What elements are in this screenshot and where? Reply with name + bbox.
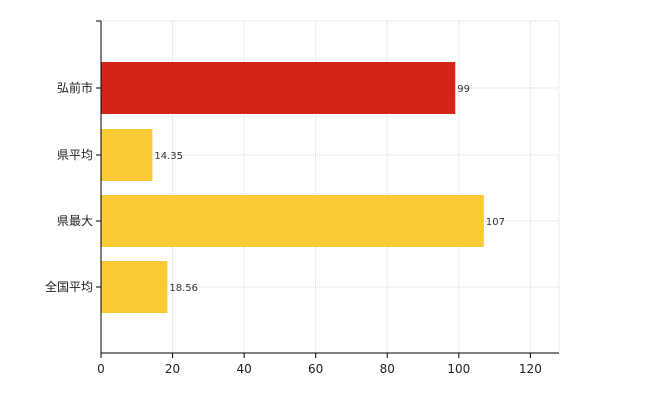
- category-label: 県最大: [57, 214, 93, 228]
- x-tick-label: 40: [236, 362, 251, 376]
- bar-3: [101, 195, 484, 247]
- data-label: 18.56: [169, 283, 198, 294]
- data-label: 99: [457, 84, 470, 95]
- data-label: 107: [486, 217, 505, 228]
- x-tick-label: 100: [447, 362, 470, 376]
- x-tick-label: 120: [519, 362, 542, 376]
- x-tick-label: 20: [165, 362, 180, 376]
- x-tick-label: 60: [308, 362, 323, 376]
- bar-4: [101, 261, 168, 313]
- bars: [101, 62, 484, 313]
- category-label: 弘前市: [57, 80, 93, 95]
- bar-1: [101, 62, 456, 114]
- bar-2: [101, 129, 153, 181]
- x-tick-label: 80: [380, 362, 395, 376]
- x-tick-label: 0: [97, 362, 105, 376]
- category-label: 県平均: [57, 148, 93, 162]
- axes: [96, 20, 559, 358]
- data-label: 14.35: [154, 151, 183, 162]
- category-label: 全国平均: [45, 279, 93, 294]
